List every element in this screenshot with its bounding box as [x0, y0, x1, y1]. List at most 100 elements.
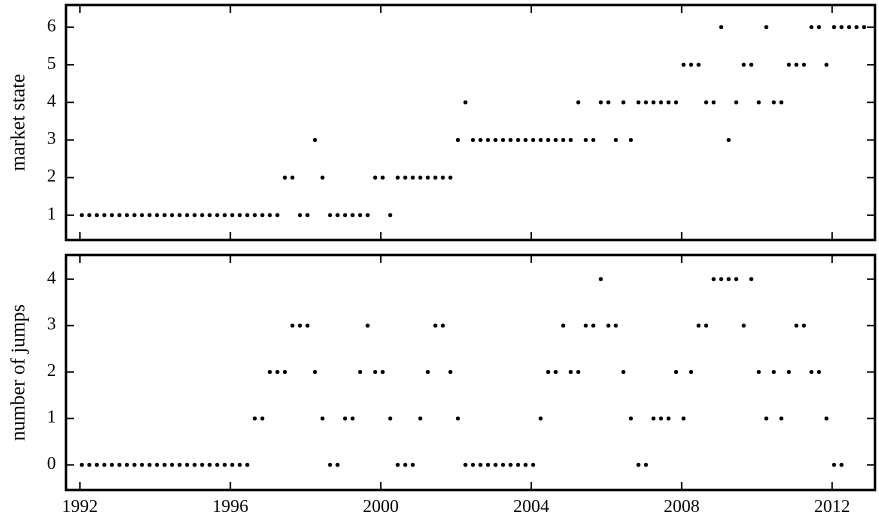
point	[832, 462, 837, 467]
point	[410, 462, 415, 467]
point	[162, 213, 167, 218]
point	[343, 213, 348, 218]
point	[764, 25, 769, 30]
point	[252, 416, 257, 421]
point	[832, 25, 837, 30]
point	[139, 462, 144, 467]
point	[350, 416, 355, 421]
point	[192, 213, 197, 218]
point	[470, 462, 475, 467]
point	[335, 462, 340, 467]
point	[335, 213, 340, 218]
point	[583, 137, 588, 142]
x-tick-label: 1996	[212, 496, 248, 516]
point	[365, 323, 370, 328]
point	[448, 370, 453, 375]
point	[290, 175, 295, 180]
point	[230, 213, 235, 218]
point	[689, 370, 694, 375]
point	[576, 370, 581, 375]
point	[124, 462, 129, 467]
point	[418, 175, 423, 180]
x-tick-label: 2000	[363, 496, 399, 516]
point	[756, 370, 761, 375]
point	[373, 370, 378, 375]
point	[380, 175, 385, 180]
point	[155, 213, 160, 218]
point	[704, 323, 709, 328]
point	[493, 137, 498, 142]
point	[561, 137, 566, 142]
y-tick-label: 0	[47, 453, 56, 473]
point	[696, 62, 701, 67]
point	[358, 213, 363, 218]
point	[734, 277, 739, 282]
point	[485, 462, 490, 467]
point	[553, 137, 558, 142]
y-tick-label: 3	[47, 314, 56, 334]
point	[185, 213, 190, 218]
point	[117, 462, 122, 467]
point	[132, 213, 137, 218]
point	[200, 213, 205, 218]
point	[207, 462, 212, 467]
y-tick-label: 2	[47, 360, 56, 380]
point	[403, 175, 408, 180]
point	[275, 213, 280, 218]
point	[162, 462, 167, 467]
point	[320, 416, 325, 421]
point	[779, 100, 784, 105]
point	[561, 323, 566, 328]
point	[516, 462, 521, 467]
point	[771, 370, 776, 375]
point	[628, 137, 633, 142]
point	[726, 137, 731, 142]
point	[538, 416, 543, 421]
point	[621, 370, 626, 375]
point	[523, 462, 528, 467]
point	[862, 25, 867, 30]
point	[531, 462, 536, 467]
point	[531, 137, 536, 142]
point	[485, 137, 490, 142]
plot-frame	[64, 253, 877, 492]
point	[328, 213, 333, 218]
point	[177, 462, 182, 467]
point	[553, 370, 558, 375]
point	[170, 213, 175, 218]
point	[267, 370, 272, 375]
point	[297, 323, 302, 328]
point	[260, 416, 265, 421]
point	[523, 137, 528, 142]
point	[726, 277, 731, 282]
point	[388, 213, 393, 218]
x-tick-label: 1992	[62, 496, 98, 516]
point	[312, 370, 317, 375]
point	[448, 175, 453, 180]
point	[749, 277, 754, 282]
point	[636, 100, 641, 105]
point	[689, 62, 694, 67]
point	[681, 416, 686, 421]
point	[358, 370, 363, 375]
x-tick-label: 2012	[814, 496, 850, 516]
point	[711, 277, 716, 282]
point	[628, 416, 633, 421]
point	[395, 175, 400, 180]
y-axis-label: market state	[8, 74, 30, 171]
point	[501, 137, 506, 142]
point	[613, 137, 618, 142]
point	[463, 100, 468, 105]
point	[365, 213, 370, 218]
point	[779, 416, 784, 421]
point	[568, 137, 573, 142]
point	[433, 323, 438, 328]
point	[200, 462, 205, 467]
point	[222, 462, 227, 467]
point	[94, 213, 99, 218]
point	[102, 213, 107, 218]
plot-frame	[64, 3, 877, 242]
point	[433, 175, 438, 180]
y-tick-label: 3	[47, 128, 56, 148]
point	[403, 462, 408, 467]
